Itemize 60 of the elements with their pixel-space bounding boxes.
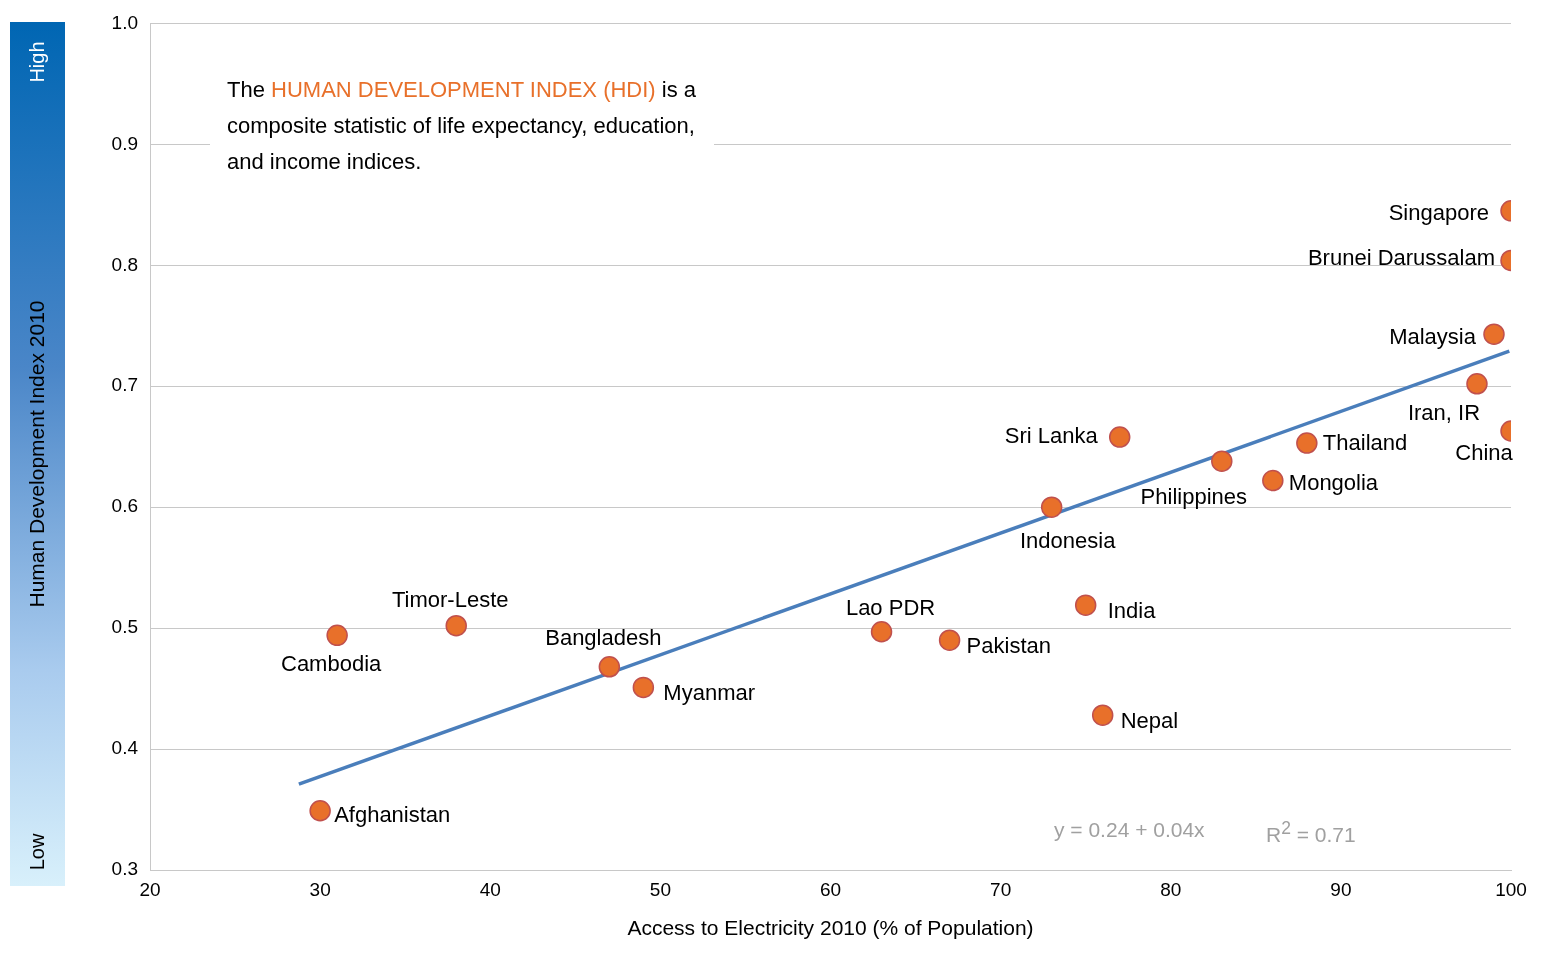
point [938,629,961,651]
data-label: Singapore [1388,199,1489,225]
x-tick-label: 50 [649,878,671,900]
data-label: Thailand [1322,430,1408,456]
point [1262,469,1284,492]
data-label: Lao PDR [845,594,936,620]
data-label: Sri Lanka [1004,423,1099,449]
annotation: R$^{2}$ = 0.71 [1266,818,1356,847]
x-tick-label: 100 [1495,878,1527,900]
x-tick-label: 20 [139,878,161,900]
data-label: Myanmar [663,680,756,706]
point [1483,323,1505,345]
point [1296,432,1318,454]
point [309,799,331,822]
point [598,656,621,678]
data-label: Malaysia [1389,324,1477,350]
point [326,624,348,647]
y-tick-label: 0.7 [111,374,138,396]
point [1211,450,1233,472]
annotation: HUMAN DEVELOPMENT INDEX (HDI) [271,77,656,102]
y-tick-label: 0.8 [111,253,138,275]
data-label: Nepal [1120,708,1179,734]
y-axis-title: Human Development Index 2010 [25,300,49,608]
point [1091,704,1114,726]
point [1040,496,1063,518]
y-tick-label: 0.5 [111,616,138,638]
y-tick-label: 0.4 [111,737,139,759]
x-tick-label: 40 [479,878,501,900]
point [1074,594,1097,616]
data-label: Timor-Leste [391,586,509,612]
x-tick-label: 60 [819,878,842,900]
point [632,676,655,699]
data-label: Pakistan [966,633,1051,659]
text: High [25,41,49,83]
x-axis-title: Access to Electricity 2010 (% of Population) [627,916,1034,940]
y-tick-label: 0.9 [111,132,138,154]
y-tick-label: 0.6 [111,495,138,517]
data-label: Cambodia [281,651,383,677]
data-label: Bangladesh [545,624,662,650]
data-label: India [1107,598,1157,624]
data-label: Iran, IR [1407,399,1481,425]
point [445,614,467,637]
point [1466,373,1488,395]
annotation: y = 0.24 + 0.04x [1054,818,1205,842]
text: Low [25,833,49,871]
point [1108,426,1131,448]
x-tick-label: 30 [309,878,331,900]
point [870,620,893,643]
data-label: Philippines [1140,484,1247,510]
y-tick-label: 0.3 [111,858,138,880]
x-tick-label: 70 [990,878,1012,900]
data-label: Indonesia [1019,528,1117,554]
x-tick-label: 90 [1330,878,1352,900]
annotation: The [227,77,265,102]
data-label: Mongolia [1288,469,1379,495]
data-label: China [1455,440,1514,466]
data-label: Brunei Darussalam [1307,244,1495,270]
y-tick-label: 1.0 [111,11,138,33]
data-label: Afghanistan [334,801,451,827]
x-tick-label: 80 [1160,878,1182,900]
